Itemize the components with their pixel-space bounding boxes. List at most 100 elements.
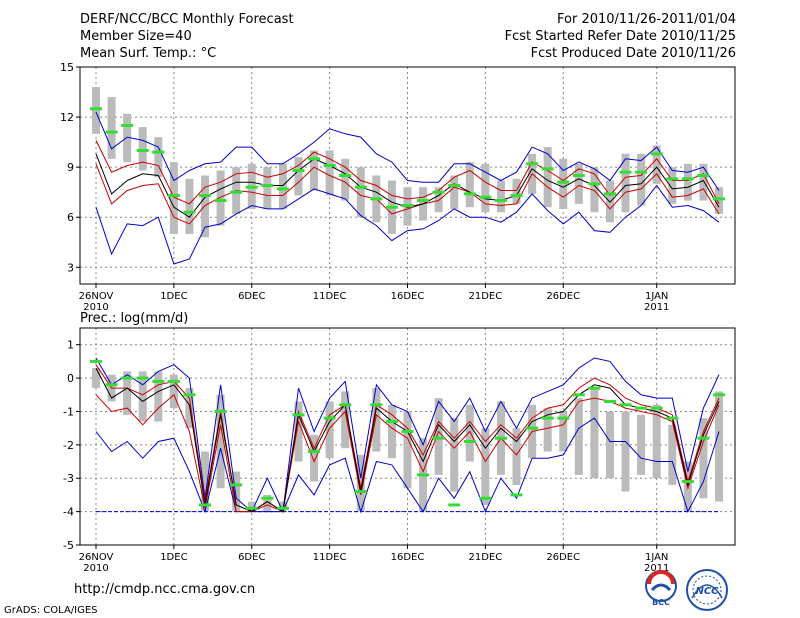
- min-envelope-line: [95, 417, 720, 514]
- ensemble-box: [341, 158, 350, 201]
- ensemble-box: [559, 411, 568, 452]
- spread-high-line: [95, 140, 720, 205]
- ensemble-box: [543, 408, 552, 452]
- min-envelope-line: [95, 184, 720, 265]
- max-envelope-line: [95, 111, 720, 191]
- x-tick-label: 26DEC: [546, 552, 580, 563]
- ncc-logo: NCC: [686, 569, 728, 611]
- ensemble-box: [123, 113, 132, 163]
- x-tick-label: 6DEC: [238, 552, 265, 563]
- ensemble-box: [668, 424, 677, 485]
- ensemble-box: [637, 153, 646, 206]
- svg-text:BCC: BCC: [652, 598, 670, 607]
- ensemble-box: [621, 153, 630, 213]
- ensemble-box: [481, 428, 490, 505]
- x-tick-label: 26DEC: [546, 291, 580, 302]
- ensemble-box: [154, 371, 163, 422]
- ensemble-box: [232, 471, 241, 512]
- ensemble-box: [123, 371, 132, 415]
- y-tick-label: -3: [63, 472, 74, 485]
- ensemble-box: [621, 411, 630, 492]
- ensemble-box: [92, 87, 100, 134]
- ensemble-box: [294, 401, 303, 462]
- ensemble-box: [325, 150, 334, 196]
- ensemble-box: [201, 451, 210, 512]
- x-year-label: 2011: [644, 563, 669, 574]
- x-year-label: 2010: [83, 563, 108, 574]
- ensemble-box: [216, 170, 225, 226]
- x-tick-label: 26NOV: [79, 291, 114, 302]
- ensemble-mean-line: [95, 153, 720, 218]
- ensemble-box: [434, 398, 443, 475]
- y-tick-label: 15: [60, 61, 74, 74]
- x-tick-label: 21DEC: [469, 552, 503, 563]
- ensemble-box: [465, 404, 474, 462]
- y-tick-label: 12: [60, 111, 74, 124]
- x-tick-label: 16DEC: [391, 291, 425, 302]
- ensemble-box: [278, 163, 287, 209]
- max-envelope-line: [95, 357, 720, 514]
- ensemble-box: [372, 388, 381, 452]
- x-tick-label: 26NOV: [79, 552, 114, 563]
- ensemble-box: [683, 163, 692, 201]
- variable-label: Mean Surf. Temp.: °C: [80, 46, 217, 61]
- ensemble-box: [699, 163, 708, 201]
- precip-panel-title: Prec.: log(mm/d): [80, 311, 188, 326]
- ensemble-box: [699, 418, 708, 499]
- ensemble-box: [715, 187, 723, 214]
- y-tick-label: -1: [63, 405, 74, 418]
- ensemble-box: [294, 157, 303, 196]
- y-tick-label: 1: [67, 339, 74, 352]
- x-tick-label: 1DEC: [160, 291, 187, 302]
- y-tick-label: 9: [67, 161, 74, 174]
- x-year-label: 2011: [644, 302, 669, 313]
- ensemble-box: [247, 501, 256, 512]
- ensemble-box: [107, 97, 116, 159]
- ensemble-box: [496, 180, 505, 213]
- x-tick-label: 1DEC: [160, 552, 187, 563]
- ensemble-box: [715, 391, 723, 502]
- ensemble-box: [356, 454, 365, 512]
- y-tick-label: -4: [63, 506, 74, 519]
- ensemble-box: [668, 167, 677, 204]
- ensemble-box: [341, 391, 350, 449]
- x-tick-label: 11DEC: [313, 291, 347, 302]
- ensemble-box: [543, 147, 552, 208]
- y-tick-label: 0: [67, 372, 74, 385]
- footer-url[interactable]: http://cmdp.ncc.cma.gov.cn: [74, 582, 256, 597]
- ensemble-box: [138, 371, 147, 422]
- ensemble-box: [481, 163, 490, 213]
- ensemble-box: [559, 158, 568, 209]
- ensemble-box: [263, 167, 272, 209]
- ensemble-box: [512, 178, 521, 204]
- x-tick-label: 21DEC: [469, 291, 503, 302]
- ensemble-box: [387, 404, 396, 459]
- started-date-label: Fcst Started Refer Date 2010/11/25: [504, 29, 736, 44]
- ensemble-box: [450, 418, 459, 492]
- ensemble-box: [652, 145, 661, 184]
- ensemble-box: [138, 127, 147, 171]
- x-tick-label: 16DEC: [391, 552, 425, 563]
- y-tick-label: -5: [63, 539, 74, 552]
- ensemble-box: [356, 167, 365, 218]
- bcc-logo: BCC: [645, 570, 677, 607]
- x-tick-label: 11DEC: [313, 552, 347, 563]
- spread-low-line: [95, 163, 720, 225]
- spread-low-line: [95, 393, 720, 513]
- x-tick-label: 1JAN: [645, 552, 668, 563]
- ensemble-box: [434, 187, 443, 213]
- ensemble-box: [450, 175, 459, 209]
- x-tick-label: 1JAN: [645, 291, 668, 302]
- ensemble-box: [310, 150, 319, 191]
- ensemble-box: [216, 394, 225, 489]
- x-year-label: 2010: [83, 302, 108, 313]
- ensemble-box: [605, 411, 614, 479]
- ensemble-box: [325, 401, 334, 459]
- ensemble-box: [590, 167, 599, 213]
- y-tick-label: 6: [67, 211, 74, 224]
- ensemble-box: [403, 411, 412, 489]
- y-tick-label: -2: [63, 439, 74, 452]
- forecast-period-label: For 2010/11/26-2011/01/04: [557, 12, 736, 27]
- chart-panel-1: 3 6 9 12 15 26NOV 1DEC 6DEC 11DEC 16DEC 21DEC 26DEC…: [60, 61, 736, 313]
